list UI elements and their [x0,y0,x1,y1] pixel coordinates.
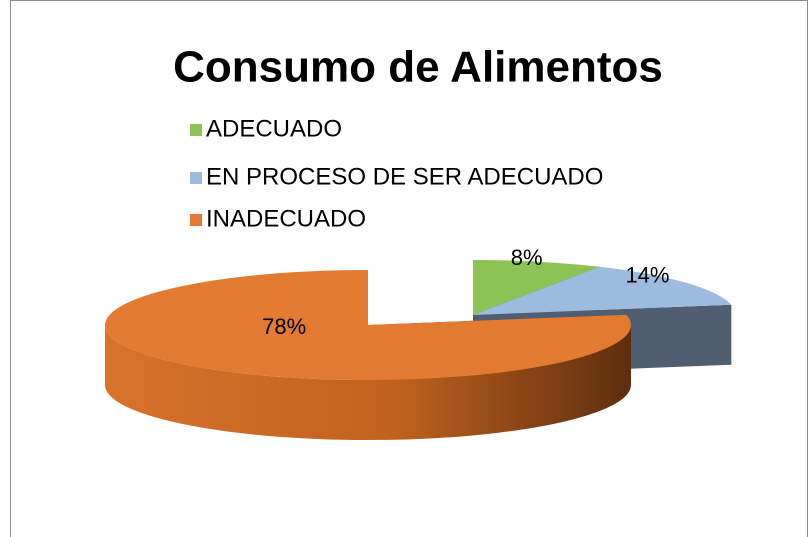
chart-title: Consumo de Alimentos [173,43,663,92]
pie [104,260,732,440]
pie-slice-group [104,270,631,440]
slice-wall [105,325,631,440]
pie-slice [473,266,732,315]
legend-swatch [190,124,202,136]
legend-label: EN PROCESO DE SER ADECUADO [206,163,603,190]
chart-frame [10,0,808,537]
data-labels: 8% 14% 78% [262,245,669,339]
legend-label: ADECUADO [206,115,342,142]
legend-swatch [190,214,202,226]
data-label: 78% [262,314,306,339]
pie-slice [473,260,600,315]
pie-slice [104,270,631,380]
legend-label: INADECUADO [206,205,366,232]
data-label: 8% [511,245,543,270]
legend: ADECUADO EN PROCESO DE SER ADECUADO INADEC… [190,115,603,232]
data-label: 14% [625,262,669,287]
legend-swatch [190,172,202,184]
